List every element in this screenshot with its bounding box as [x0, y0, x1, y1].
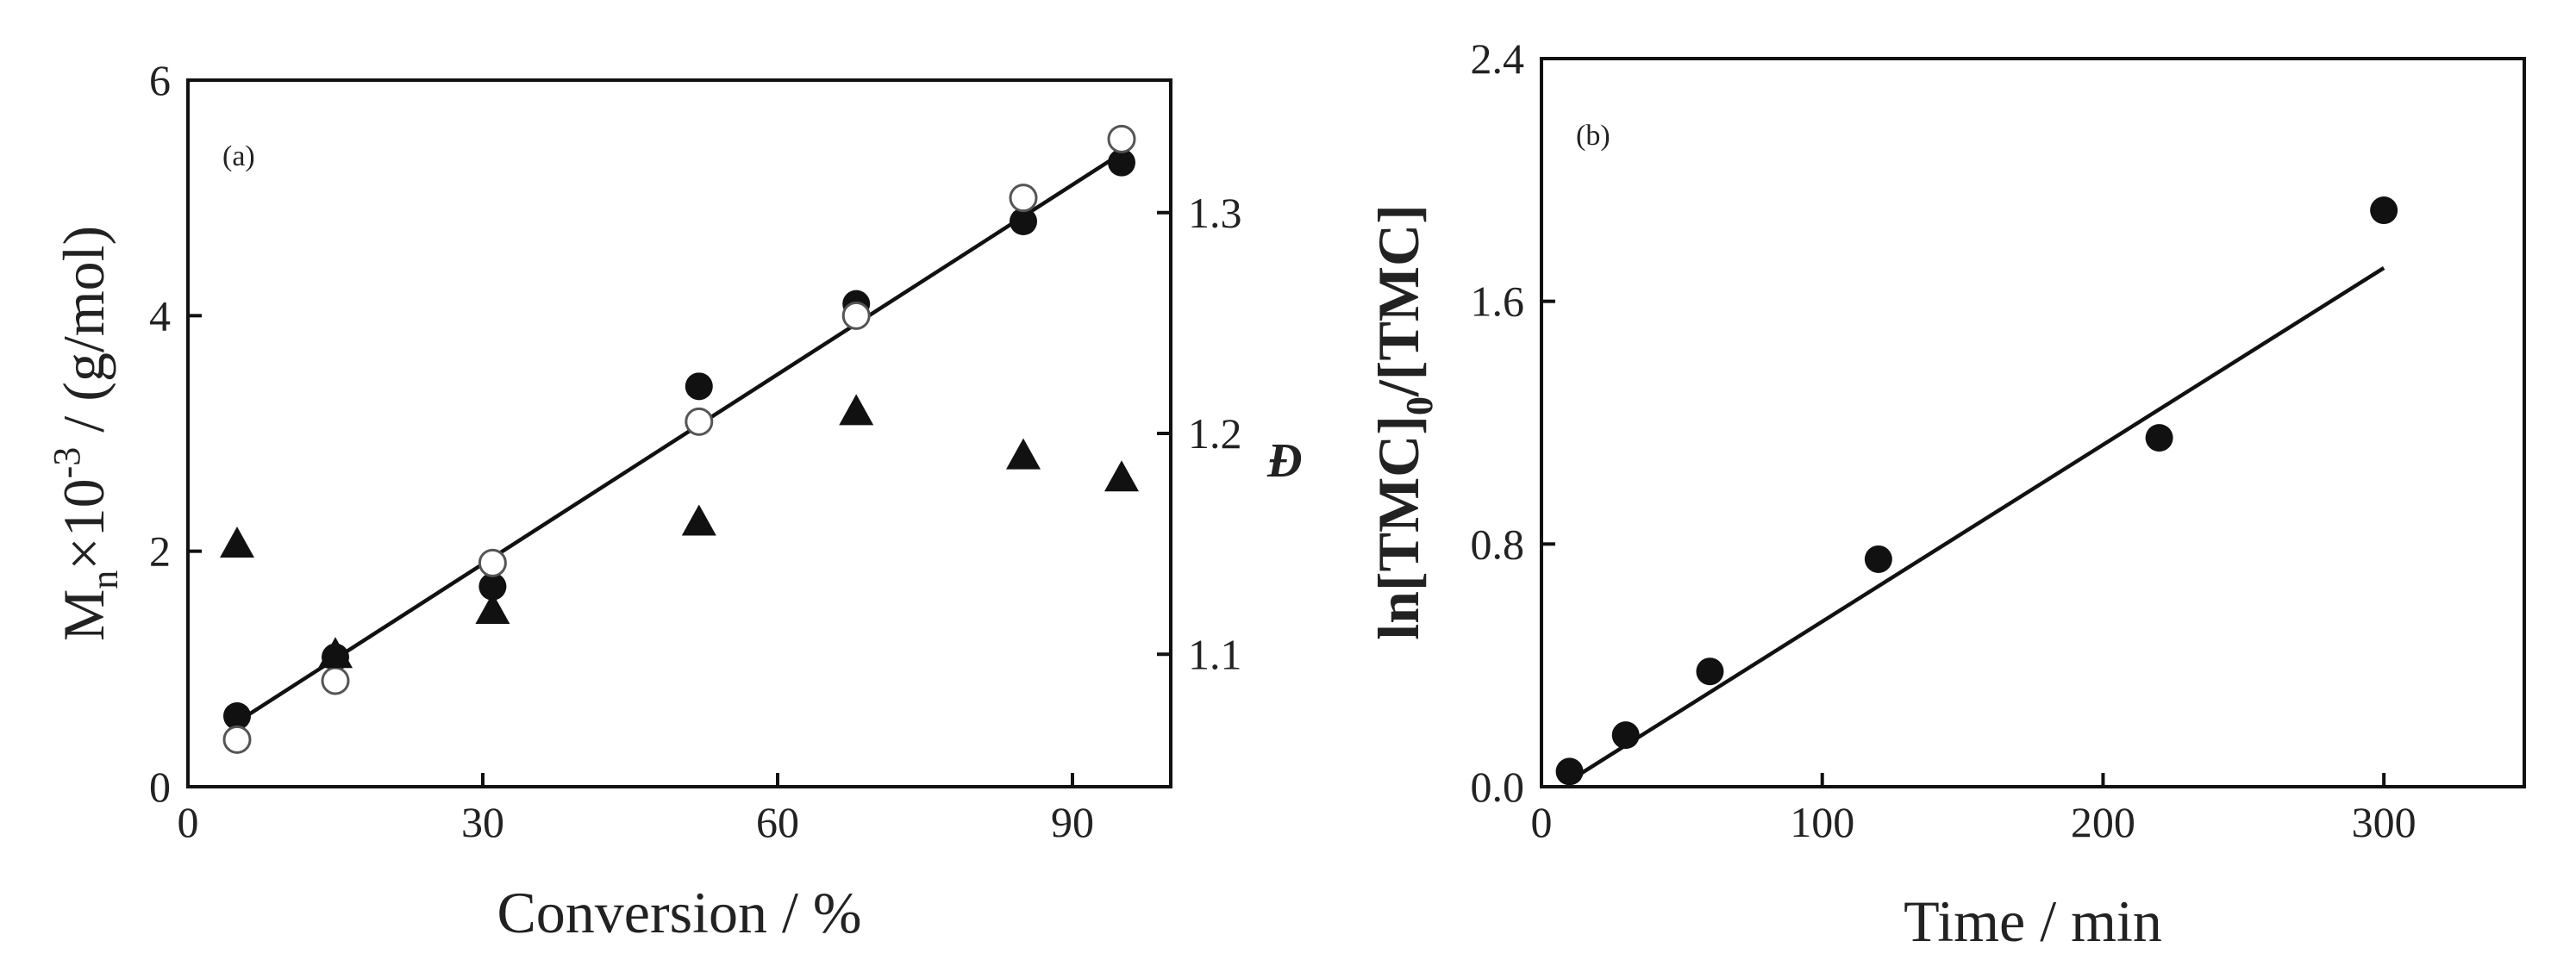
plot-frame-b [1540, 57, 2526, 788]
data-point-filled-triangle [681, 504, 716, 536]
data-point-filled-circle [1010, 208, 1037, 235]
x-axis-ticks-a: 0 30 60 90 [178, 773, 1094, 846]
panel-label-a: (a) [222, 140, 255, 172]
data-point-filled-circle [1696, 657, 1724, 686]
data-point-open-circle [685, 407, 714, 436]
data-point-filled-triangle [475, 593, 510, 624]
panel-label-b: (b) [1576, 120, 1610, 152]
y-title-sup-a: -3 [46, 447, 88, 479]
data-point-filled-circle [2145, 424, 2173, 452]
y-title-tail-a: / (g/mol) [51, 226, 116, 447]
x-axis-ticks-b: 0 100 200 300 [1531, 773, 2417, 846]
data-point-filled-circle [223, 702, 251, 730]
data-point-open-circle [321, 666, 350, 695]
y2-tick-label: 1.3 [1188, 189, 1242, 237]
data-point-filled-circle [685, 372, 713, 401]
y-tick-label: 0.8 [1471, 520, 1525, 568]
data-point-filled-circle [1864, 545, 1892, 573]
panel-a: (a) 0 30 60 90 0 2 4 6 1.1 1.2 1.3 Conversion / … [46, 56, 1302, 945]
y-tick-label: 0.0 [1471, 763, 1525, 811]
y-axis-ticks-b: 0.0 0.8 1.6 2.4 [1471, 34, 1555, 811]
x-tick-label: 90 [1051, 798, 1094, 846]
data-point-open-circle [478, 548, 507, 577]
data-point-filled-circle [478, 572, 507, 601]
data-point-filled-circle [1555, 757, 1584, 786]
y2-axis-title-a: Đ [1266, 434, 1302, 488]
y-tick-label: 1.6 [1471, 277, 1525, 326]
data-point-open-circle [841, 301, 871, 330]
x-axis-title-b: Time / min [1904, 888, 2162, 954]
y-title-tail-b: /[TMC] [1366, 204, 1431, 397]
data-point-open-circle [1107, 124, 1136, 153]
data-marks-a [220, 124, 1139, 754]
x-axis-title-a: Conversion / % [497, 880, 861, 945]
x-tick-label: 0 [178, 798, 199, 846]
data-point-filled-circle [1108, 148, 1135, 177]
y-tick-label: 2 [149, 527, 171, 576]
data-point-filled-triangle [839, 394, 874, 426]
y2-tick-label: 1.2 [1188, 409, 1242, 458]
y-axis-title-a: Mn×10-3 / (g/mol) [46, 226, 126, 641]
y2-axis-ticks-a: 1.1 1.2 1.3 [1157, 189, 1242, 678]
y-axis-title-b: ln[TMC]0/[TMC] [1366, 204, 1441, 639]
panel-b: (b) 0 100 200 300 0.0 0.8 1.6 2.4 Time / min l… [1366, 34, 2526, 954]
x-tick-label: 60 [756, 798, 799, 846]
data-point-filled-circle [2370, 196, 2398, 225]
data-point-filled-triangle [220, 526, 254, 558]
x-tick-label: 0 [1531, 798, 1553, 846]
y-title-main-b: ln[TMC] [1366, 415, 1431, 640]
data-point-open-circle [1009, 184, 1038, 213]
y-title-sub-b: 0 [1398, 396, 1441, 415]
y2-tick-label: 1.1 [1188, 630, 1242, 678]
y-title-mid-a: ×10 [51, 478, 116, 570]
y-tick-label: 6 [149, 56, 171, 104]
y-axis-ticks-a: 0 2 4 6 [149, 56, 202, 811]
x-tick-label: 200 [2071, 798, 2135, 846]
y-tick-label: 2.4 [1471, 34, 1525, 83]
data-point-filled-circle [1611, 721, 1640, 750]
data-point-open-circle [222, 725, 252, 754]
y-tick-label: 0 [149, 763, 171, 811]
x-tick-label: 300 [2352, 798, 2417, 846]
y-title-main-a: M [51, 589, 116, 641]
x-tick-label: 30 [461, 798, 504, 846]
data-point-filled-triangle [318, 637, 353, 669]
fit-line [235, 151, 1123, 724]
data-point-filled-triangle [1006, 438, 1041, 470]
y-title-sub-a: n [84, 570, 126, 589]
data-marks-b [1555, 196, 2398, 786]
fit-line [1568, 266, 2385, 782]
x-tick-label: 100 [1790, 798, 1854, 846]
y-tick-label: 4 [149, 291, 171, 340]
data-point-filled-triangle [1104, 460, 1139, 492]
